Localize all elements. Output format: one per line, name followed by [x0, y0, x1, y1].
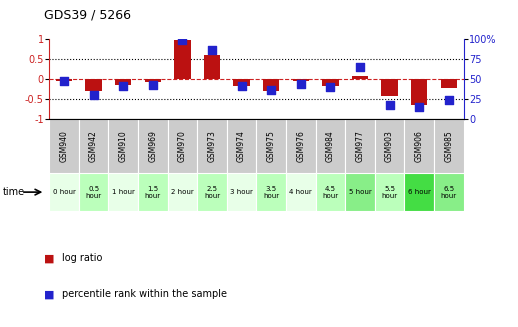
Text: ■: ■ [44, 253, 54, 263]
Point [356, 65, 364, 70]
Text: 2 hour: 2 hour [171, 189, 194, 195]
Point [237, 83, 246, 88]
Bar [441, 79, 457, 88]
Text: 0.5
hour: 0.5 hour [85, 186, 102, 198]
Text: 4 hour: 4 hour [290, 189, 312, 195]
Bar [315, 173, 345, 211]
Text: 1 hour: 1 hour [112, 189, 135, 195]
Text: GSM975: GSM975 [267, 130, 276, 162]
Bar [381, 79, 398, 96]
Text: log ratio: log ratio [62, 253, 103, 263]
Bar [405, 119, 434, 173]
Bar [168, 173, 197, 211]
Bar [434, 119, 464, 173]
Text: 5 hour: 5 hour [349, 189, 371, 195]
Text: ■: ■ [44, 289, 54, 299]
Point [119, 83, 127, 88]
Point [90, 93, 98, 98]
Bar [204, 55, 220, 79]
Bar [197, 173, 227, 211]
Text: GSM910: GSM910 [119, 130, 128, 162]
Text: percentile rank within the sample: percentile rank within the sample [62, 289, 227, 299]
Bar [108, 173, 138, 211]
Bar [234, 79, 250, 86]
Bar [352, 76, 368, 79]
Text: 2.5
hour: 2.5 hour [204, 186, 220, 198]
Bar [256, 173, 286, 211]
Text: 5.5
hour: 5.5 hour [382, 186, 398, 198]
Point [149, 82, 157, 88]
Text: 4.5
hour: 4.5 hour [322, 186, 338, 198]
Text: GSM906: GSM906 [415, 130, 424, 162]
Bar [263, 79, 279, 91]
Bar [56, 79, 72, 81]
Text: 3 hour: 3 hour [230, 189, 253, 195]
Text: GSM940: GSM940 [60, 130, 68, 162]
Text: GSM969: GSM969 [148, 130, 157, 162]
Text: GSM973: GSM973 [208, 130, 217, 162]
Point [208, 47, 216, 52]
Text: GSM942: GSM942 [89, 130, 98, 162]
Bar [79, 119, 108, 173]
Point [267, 87, 276, 92]
Bar [108, 119, 138, 173]
Bar [115, 79, 132, 85]
Bar [286, 119, 315, 173]
Bar [405, 173, 434, 211]
Bar [49, 119, 79, 173]
Bar [197, 119, 227, 173]
Bar [256, 119, 286, 173]
Text: GSM977: GSM977 [355, 130, 365, 162]
Bar [49, 173, 79, 211]
Bar [375, 173, 405, 211]
Bar [138, 173, 168, 211]
Bar [345, 119, 375, 173]
Bar [322, 79, 339, 86]
Bar [227, 173, 256, 211]
Text: GSM985: GSM985 [444, 130, 453, 162]
Bar [345, 173, 375, 211]
Bar [315, 119, 345, 173]
Point [415, 105, 423, 110]
Text: 0 hour: 0 hour [52, 189, 76, 195]
Text: time: time [3, 187, 25, 197]
Bar [85, 79, 102, 91]
Bar [293, 79, 309, 81]
Point [178, 37, 186, 43]
Bar [168, 119, 197, 173]
Bar [227, 119, 256, 173]
Point [385, 102, 394, 108]
Bar [434, 173, 464, 211]
Text: GSM984: GSM984 [326, 130, 335, 162]
Bar [79, 173, 108, 211]
Text: 6 hour: 6 hour [408, 189, 430, 195]
Point [60, 78, 68, 83]
Bar [411, 79, 427, 105]
Text: GSM976: GSM976 [296, 130, 305, 162]
Text: GSM903: GSM903 [385, 130, 394, 162]
Point [297, 81, 305, 87]
Text: 6.5
hour: 6.5 hour [441, 186, 457, 198]
Text: GSM970: GSM970 [178, 130, 187, 162]
Bar [145, 79, 161, 82]
Text: 1.5
hour: 1.5 hour [145, 186, 161, 198]
Point [326, 84, 335, 89]
Bar [375, 119, 405, 173]
Bar [138, 119, 168, 173]
Text: GDS39 / 5266: GDS39 / 5266 [44, 8, 131, 21]
Point [444, 97, 453, 103]
Bar [286, 173, 315, 211]
Text: GSM974: GSM974 [237, 130, 246, 162]
Bar [174, 41, 191, 79]
Text: 3.5
hour: 3.5 hour [263, 186, 279, 198]
